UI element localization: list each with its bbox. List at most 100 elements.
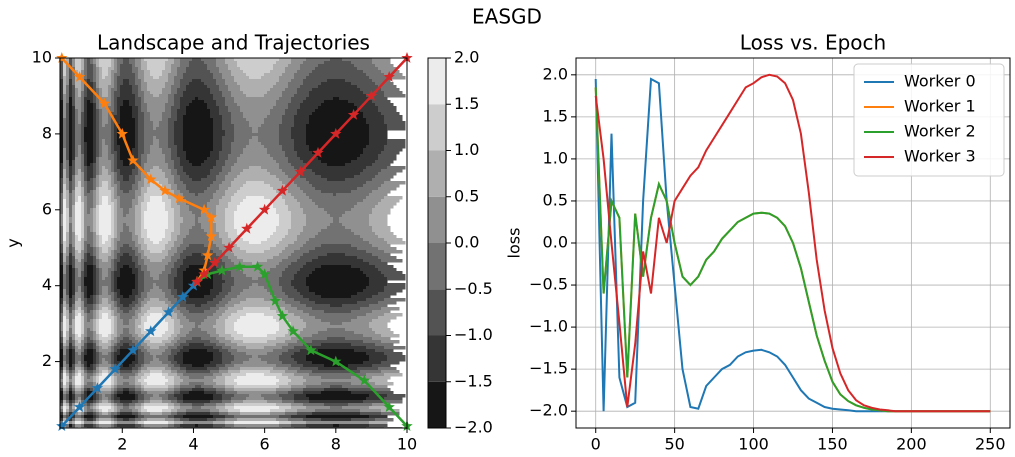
contour-band (102, 67, 109, 71)
contour-band (72, 145, 76, 149)
contour-band (99, 232, 112, 236)
contour-band (282, 298, 295, 302)
contour-band (96, 355, 100, 359)
trajectory-marker (177, 291, 189, 302)
contour-band (165, 85, 172, 89)
contour-band (201, 328, 217, 332)
contour-band (249, 121, 265, 125)
contour-band (303, 82, 322, 86)
trajectory-marker (383, 401, 395, 412)
contour-band (114, 181, 121, 185)
contour-band (108, 286, 112, 290)
contour-band (270, 292, 286, 296)
contour-band (87, 148, 94, 152)
contour-band (252, 262, 259, 266)
contour-band (63, 118, 67, 122)
contour-band (87, 208, 91, 212)
contour-band (141, 244, 148, 248)
contour-band (171, 247, 178, 251)
contour-band (60, 223, 64, 227)
contour-band (150, 73, 163, 77)
contour-band (237, 295, 277, 299)
contour-band (63, 406, 67, 410)
contour-band (138, 235, 142, 239)
contour-band (90, 58, 94, 62)
contour-band (96, 277, 100, 281)
contour-band (63, 313, 67, 317)
contour-band (87, 265, 94, 269)
contour-band (372, 310, 391, 314)
x-tick-label: 8 (331, 435, 341, 454)
contour-band (135, 97, 142, 101)
contour-band (93, 361, 97, 365)
contour-band (66, 190, 70, 194)
contour-band (306, 424, 334, 428)
contour-band (165, 343, 175, 347)
contour-band (117, 199, 121, 203)
contour-band (75, 334, 79, 338)
contour-band (90, 388, 94, 392)
contour-band (216, 391, 226, 395)
contour-band (204, 343, 217, 347)
contour-band (93, 211, 97, 215)
contour-band (63, 154, 67, 158)
contour-band (207, 67, 220, 71)
contour-band (93, 190, 97, 194)
contour-band (321, 418, 352, 422)
y-tick-label: 1.5 (543, 106, 568, 125)
contour-band (222, 136, 235, 140)
contour-band (60, 376, 64, 380)
contour-band (264, 373, 283, 377)
contour-band (87, 103, 94, 107)
contour-band (222, 139, 235, 143)
contour-band (69, 118, 73, 122)
contour-band (135, 190, 142, 194)
contour-band (84, 139, 94, 143)
contour-band (81, 373, 85, 377)
contour-band (78, 340, 82, 344)
contour-band (60, 244, 64, 248)
contour-band (117, 82, 124, 86)
contour-band (78, 397, 82, 401)
contour-band (276, 211, 292, 215)
contour-band (132, 154, 139, 158)
contour-band (234, 280, 280, 284)
contour-band (135, 331, 142, 335)
contour-band (96, 247, 100, 251)
contour-band (99, 151, 103, 155)
contour-band (99, 130, 112, 134)
contour-band (282, 148, 295, 152)
contour-band (204, 208, 217, 212)
contour-band (114, 289, 121, 293)
contour-band (273, 106, 289, 110)
contour-band (123, 295, 130, 299)
contour-band (84, 145, 88, 149)
contour-band (81, 178, 85, 182)
contour-band (147, 376, 166, 380)
contour-band (117, 337, 124, 341)
contour-band (60, 169, 64, 173)
trajectory-marker (56, 52, 68, 63)
contour-band (234, 241, 250, 245)
contour-band (72, 181, 76, 185)
contour-band (99, 346, 103, 350)
contour-band (135, 313, 139, 317)
legend-label: Worker 2 (904, 122, 976, 141)
contour-band (81, 412, 85, 416)
contour-band (219, 334, 232, 338)
contour-band (69, 337, 73, 341)
contour-band (168, 121, 175, 125)
contour-band (129, 343, 136, 347)
contour-band (279, 97, 292, 101)
contour-band (279, 130, 292, 134)
contour-band (66, 289, 70, 293)
contour-band (102, 241, 106, 245)
contour-band (60, 328, 64, 332)
contour-band (147, 268, 166, 272)
contour-band (225, 406, 235, 410)
contour-band (159, 241, 169, 245)
contour-band (84, 265, 88, 269)
contour-band (222, 196, 232, 200)
contour-band (114, 148, 121, 152)
contour-band (129, 319, 136, 323)
